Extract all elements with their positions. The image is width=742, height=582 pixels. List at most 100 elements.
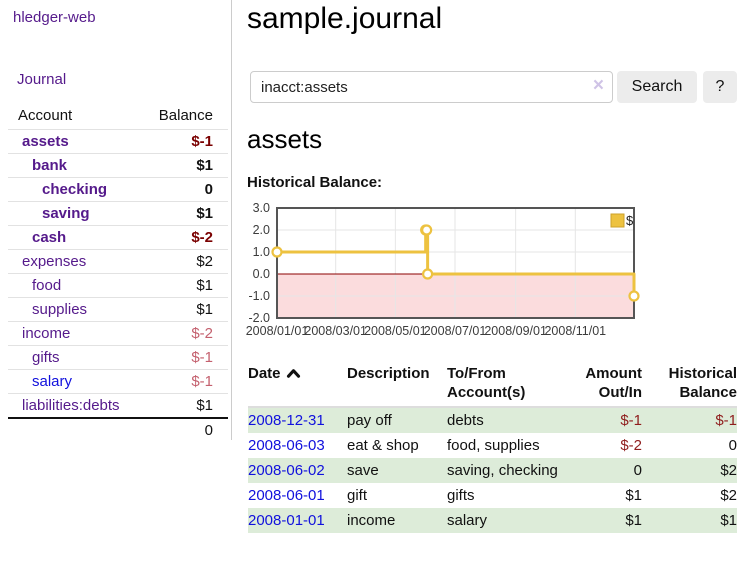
accounts-header-balance: Balance <box>158 107 213 124</box>
register-header-row: Date Description To/From Account(s) Amou… <box>248 362 737 408</box>
account-row: expenses $2 <box>8 249 228 273</box>
account-link[interactable]: checking <box>42 181 108 198</box>
search-input[interactable] <box>250 71 613 103</box>
chart-canvas: 2008/01/012008/03/012008/05/012008/07/01… <box>246 201 640 338</box>
transaction-row: 2008-01-01 income salary $1 $1 <box>248 508 737 533</box>
svg-text:2008/01/01: 2008/01/01 <box>246 324 309 338</box>
transaction-amount: $-2 <box>620 437 642 454</box>
page-title: sample.journal <box>247 2 443 35</box>
clear-search-icon[interactable]: × <box>592 75 604 96</box>
transaction-date-link[interactable]: 2008-06-03 <box>248 437 325 454</box>
sort-ascending-icon <box>286 369 300 378</box>
account-row: liabilities:debts $1 <box>8 393 228 417</box>
account-balance: $-2 <box>191 325 213 342</box>
column-header-date-label: Date <box>248 365 281 382</box>
accounts-header-account: Account <box>18 107 73 124</box>
transaction-amount: $-1 <box>572 407 642 433</box>
account-row: saving $1 <box>8 201 228 225</box>
account-balance: $1 <box>196 205 213 222</box>
svg-text:1.0: 1.0 <box>253 245 270 259</box>
account-balance: 0 <box>204 181 213 198</box>
transaction-accounts: food, supplies <box>447 437 540 454</box>
account-row: income $-2 <box>8 321 228 345</box>
sidebar: hledger-web Journal Account Balance asse… <box>0 0 232 440</box>
account-row: checking 0 <box>8 177 228 201</box>
account-row: gifts $-1 <box>8 345 228 369</box>
account-balance: $-2 <box>191 229 213 246</box>
transaction-row: 2008-12-31 pay off debts $-1 $-1 <box>248 407 737 433</box>
transaction-row: 2008-06-01 gift gifts $1 $2 <box>248 483 737 508</box>
column-header-amount: Amount Out/In <box>572 362 642 408</box>
accounts-total-value: 0 <box>204 421 213 439</box>
account-row: bank $1 <box>8 153 228 177</box>
account-row: cash $-2 <box>8 225 228 249</box>
column-header-balance: Historical Balance <box>642 362 737 408</box>
chart-title: Historical Balance: <box>247 174 383 191</box>
svg-text:$: $ <box>626 213 634 228</box>
account-link[interactable]: assets <box>22 133 69 150</box>
svg-text:2008/09/01: 2008/09/01 <box>484 324 547 338</box>
account-balance: $1 <box>196 277 213 294</box>
register-table: Date Description To/From Account(s) Amou… <box>248 362 737 533</box>
transaction-date-link[interactable]: 2008-06-01 <box>248 487 325 504</box>
transaction-accounts: gifts <box>447 487 475 504</box>
transaction-accounts: debts <box>447 407 572 433</box>
transaction-row: 2008-06-03 eat & shop food, supplies $-2 0 <box>248 433 737 458</box>
historical-balance-chart: 2008/01/01 2008/03/01 2008/05/01 2008/07/01… <box>243 201 643 348</box>
transaction-balance: $-1 <box>642 407 737 433</box>
account-link[interactable]: liabilities:debts <box>22 397 120 414</box>
search-form: × <box>250 71 613 103</box>
account-link[interactable]: saving <box>42 205 90 222</box>
svg-text:-1.0: -1.0 <box>248 289 270 303</box>
transaction-description: pay off <box>347 407 447 433</box>
transaction-date-link[interactable]: 2008-06-02 <box>248 462 325 479</box>
column-header-tofrom: To/From Account(s) <box>447 362 572 408</box>
svg-text:2008/05/01: 2008/05/01 <box>364 324 427 338</box>
transaction-description: eat & shop <box>347 437 419 454</box>
transaction-amount: $1 <box>625 487 642 504</box>
account-row: food $1 <box>8 273 228 297</box>
column-header-date[interactable]: Date <box>248 362 347 408</box>
account-link[interactable]: expenses <box>22 253 87 270</box>
account-balance: $1 <box>196 157 213 174</box>
accounts-header-row: Account Balance <box>8 103 228 129</box>
register-table-body: 2008-12-31 pay off debts $-1 $-1 2008-06-03 ea… <box>248 407 737 533</box>
account-link[interactable]: income <box>22 325 71 342</box>
account-balance: $-1 <box>191 373 213 390</box>
search-button[interactable]: Search <box>617 71 697 103</box>
app-brand-link[interactable]: hledger-web <box>13 9 96 26</box>
account-link[interactable]: food <box>32 277 62 294</box>
account-row: supplies $1 <box>8 297 228 321</box>
svg-text:2.0: 2.0 <box>253 223 270 237</box>
account-link[interactable]: bank <box>32 157 68 174</box>
transaction-row: 2008-06-02 save saving, checking 0 $2 <box>248 458 737 483</box>
svg-text:2008/03/01: 2008/03/01 <box>304 324 367 338</box>
sidebar-item-journal[interactable]: Journal <box>17 71 67 88</box>
accounts-list: assets $-1 bank $1 checking 0 saving $1 cash $-2 e… <box>8 129 228 417</box>
svg-text:3.0: 3.0 <box>253 202 270 215</box>
transaction-amount: $1 <box>572 508 642 533</box>
account-link[interactable]: gifts <box>32 349 60 366</box>
svg-text:2008/11/01: 2008/11/01 <box>544 324 606 338</box>
column-header-description: Description <box>347 362 447 408</box>
accounts-panel: Account Balance assets $-1 bank $1 checking 0… <box>8 103 228 441</box>
account-balance: $2 <box>196 253 213 270</box>
transaction-date-link[interactable]: 2008-12-31 <box>248 412 325 429</box>
svg-text:-2.0: -2.0 <box>248 311 270 325</box>
account-link[interactable]: cash <box>32 229 67 246</box>
account-balance: $-1 <box>191 349 213 366</box>
svg-text:2008/07/01: 2008/07/01 <box>424 324 487 338</box>
transaction-amount: 0 <box>572 458 642 483</box>
transaction-description: gift <box>347 487 368 504</box>
transaction-balance: $1 <box>642 508 737 533</box>
account-link[interactable]: salary <box>32 373 73 390</box>
transaction-date-link[interactable]: 2008-01-01 <box>248 512 325 529</box>
account-balance: $-1 <box>191 133 213 150</box>
transaction-accounts: salary <box>447 508 572 533</box>
transaction-accounts: saving, checking <box>447 458 572 483</box>
transaction-description: save <box>347 458 447 483</box>
account-balance: $1 <box>196 397 213 414</box>
svg-text:0.0: 0.0 <box>253 267 270 281</box>
help-button[interactable]: ? <box>703 71 737 103</box>
account-link[interactable]: supplies <box>32 301 88 318</box>
